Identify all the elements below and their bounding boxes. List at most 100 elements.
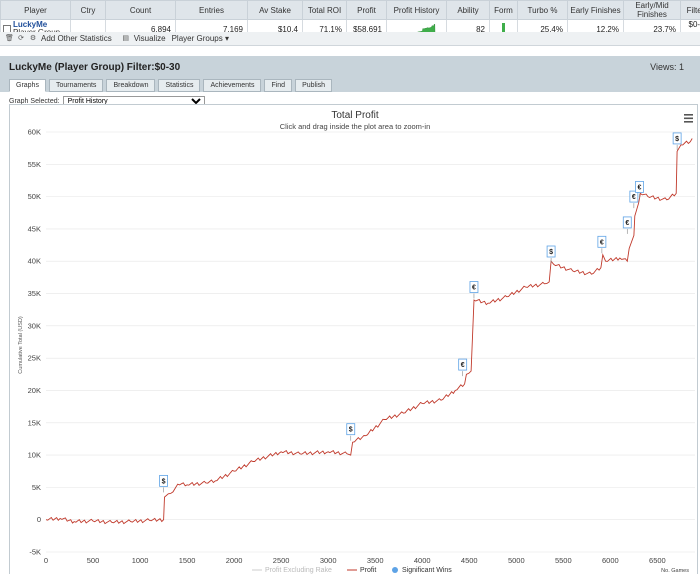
- y-axis-title: Cumulative Total (USD): [18, 316, 24, 374]
- col-early-mid-finishes[interactable]: Early/Mid Finishes: [624, 1, 681, 20]
- x-tick-label: 1500: [179, 556, 196, 565]
- tab-graphs[interactable]: Graphs: [9, 79, 46, 92]
- y-tick-label: 55K: [28, 160, 41, 169]
- significant-win-marker: €: [470, 282, 478, 299]
- marker-label: €: [600, 239, 604, 246]
- chevron-down-icon: ▾: [225, 34, 229, 43]
- y-tick-label: 35K: [28, 289, 41, 298]
- marker-label: €: [632, 194, 636, 201]
- x-axis-title: No. Games: [661, 568, 689, 574]
- header-band: LuckyMe (Player Group) Filter:$0-30 View…: [0, 56, 700, 78]
- legend-profit-excluding-rake[interactable]: Profit Excluding Rake: [265, 567, 332, 574]
- x-tick-label: 6000: [602, 556, 619, 565]
- x-tick-label: 0: [44, 556, 48, 565]
- y-tick-label: 5K: [32, 483, 41, 492]
- page-title: LuckyMe (Player Group) Filter:$0-30: [9, 62, 180, 73]
- x-tick-label: 4500: [461, 556, 478, 565]
- y-tick-label: 0: [37, 515, 41, 524]
- marker-label: €: [461, 362, 465, 369]
- y-tick-label: 15K: [28, 418, 41, 427]
- y-axis-labels: -5K 0 5K 10K 15K 20K 25K 30K 35K 40K 45K 50K 55K 60K: [28, 128, 41, 557]
- marker-label: €: [472, 285, 476, 292]
- delete-icon[interactable]: 🗑: [5, 35, 13, 43]
- y-tick-label: 30K: [28, 321, 41, 330]
- legend-profit[interactable]: Profit: [360, 567, 376, 574]
- x-tick-label: 3500: [367, 556, 384, 565]
- tab-publish[interactable]: Publish: [295, 79, 332, 92]
- chart-legend: Profit Excluding Rake Profit Significant…: [252, 567, 452, 574]
- col-ability[interactable]: Ability: [447, 1, 490, 20]
- marker-label: $: [675, 136, 679, 143]
- significant-win-marker: $: [160, 475, 168, 492]
- visualize-button[interactable]: Visualize: [134, 34, 166, 43]
- filter-value: $0-30: [689, 20, 700, 29]
- chart-panel: Total Profit Click and drag inside the p…: [9, 104, 698, 574]
- significant-win-marker: $: [347, 424, 355, 441]
- x-tick-label: 5500: [555, 556, 572, 565]
- col-entries[interactable]: Entries: [176, 1, 248, 20]
- table-toolbar: 🗑 ⟳ ⚙ Add Other Statistics ▤ Visualize P…: [0, 32, 700, 46]
- y-tick-label: 20K: [28, 386, 41, 395]
- significant-win-marker: €: [459, 359, 467, 376]
- significant-win-marker: $: [547, 246, 555, 263]
- add-other-statistics-button[interactable]: Add Other Statistics: [41, 34, 112, 43]
- tab-tournaments[interactable]: Tournaments: [49, 79, 103, 92]
- x-tick-label: 1000: [132, 556, 149, 565]
- col-filter[interactable]: Filter: [681, 1, 700, 20]
- marker-label: €: [625, 220, 629, 227]
- x-tick-label: 2500: [273, 556, 290, 565]
- tab-find[interactable]: Find: [264, 79, 292, 92]
- col-turbo[interactable]: Turbo %: [518, 1, 568, 20]
- x-tick-label: 3000: [320, 556, 337, 565]
- col-player[interactable]: Player: [1, 1, 71, 20]
- tab-breakdown[interactable]: Breakdown: [106, 79, 155, 92]
- y-tick-label: 25K: [28, 354, 41, 363]
- chart-title: Total Profit: [331, 110, 378, 121]
- x-tick-label: 4000: [414, 556, 431, 565]
- marker-label: $: [162, 478, 166, 485]
- marker-label: $: [549, 249, 553, 256]
- legend-significant-wins[interactable]: Significant Wins: [402, 567, 452, 574]
- x-tick-label: 500: [87, 556, 100, 565]
- table-header-row: Player Ctry Count Entries Av Stake Total…: [1, 1, 700, 20]
- x-axis-labels: 0 500 1000 1500 2000 2500 3000 3500 4000 4500 5000…: [44, 556, 666, 565]
- col-early-finishes[interactable]: Early Finishes: [568, 1, 624, 20]
- x-tick-label: 2000: [226, 556, 243, 565]
- tab-statistics[interactable]: Statistics: [158, 79, 200, 92]
- chart-icon[interactable]: ▤: [122, 35, 130, 43]
- x-tick-label: 5000: [508, 556, 525, 565]
- tab-achievements[interactable]: Achievements: [203, 79, 261, 92]
- y-tick-label: -5K: [29, 548, 41, 557]
- series-profit: [46, 139, 692, 524]
- marker-label: €: [638, 184, 642, 191]
- col-ctry[interactable]: Ctry: [71, 1, 106, 20]
- y-tick-label: 45K: [28, 224, 41, 233]
- x-tick-label: 6500: [649, 556, 666, 565]
- significant-win-marker: €: [623, 217, 631, 234]
- menu-icon[interactable]: [684, 114, 693, 123]
- col-profit[interactable]: Profit: [347, 1, 387, 20]
- player-groups-dropdown[interactable]: Player Groups ▾: [172, 34, 229, 43]
- marker-label: $: [349, 427, 353, 434]
- col-total-roi[interactable]: Total ROI: [303, 1, 347, 20]
- y-tick-label: 50K: [28, 192, 41, 201]
- col-form[interactable]: Form: [490, 1, 518, 20]
- col-av-stake[interactable]: Av Stake: [248, 1, 303, 20]
- legend-significant-wins-swatch: [392, 567, 398, 573]
- settings-icon[interactable]: ⚙: [29, 35, 37, 43]
- y-grid: [46, 132, 695, 552]
- player-groups-label: Player Groups: [172, 34, 223, 43]
- tab-bar: Graphs Tournaments Breakdown Statistics …: [0, 78, 700, 92]
- profit-chart[interactable]: Total Profit Click and drag inside the p…: [10, 105, 699, 575]
- col-profit-history[interactable]: Profit History: [387, 1, 447, 20]
- views-count: Views: 1: [650, 62, 684, 72]
- significant-win-marker: €: [630, 191, 638, 208]
- significant-wins-markers: $$€€$€€€€$: [160, 133, 682, 492]
- y-tick-label: 60K: [28, 128, 41, 137]
- col-count[interactable]: Count: [106, 1, 176, 20]
- significant-win-marker: €: [598, 236, 606, 253]
- y-tick-label: 40K: [28, 257, 41, 266]
- chart-subtitle: Click and drag inside the plot area to z…: [280, 122, 431, 131]
- refresh-icon[interactable]: ⟳: [17, 35, 25, 43]
- y-tick-label: 10K: [28, 451, 41, 460]
